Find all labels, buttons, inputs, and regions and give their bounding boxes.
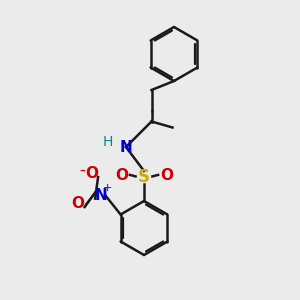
Text: O: O (160, 168, 173, 183)
Text: +: + (102, 183, 112, 194)
Text: N: N (120, 140, 132, 154)
Text: -: - (80, 160, 85, 178)
Text: H: H (103, 136, 113, 149)
Text: O: O (115, 168, 128, 183)
Text: S: S (138, 168, 150, 186)
Text: O: O (85, 167, 98, 182)
Text: N: N (94, 188, 107, 202)
Text: O: O (71, 196, 85, 211)
